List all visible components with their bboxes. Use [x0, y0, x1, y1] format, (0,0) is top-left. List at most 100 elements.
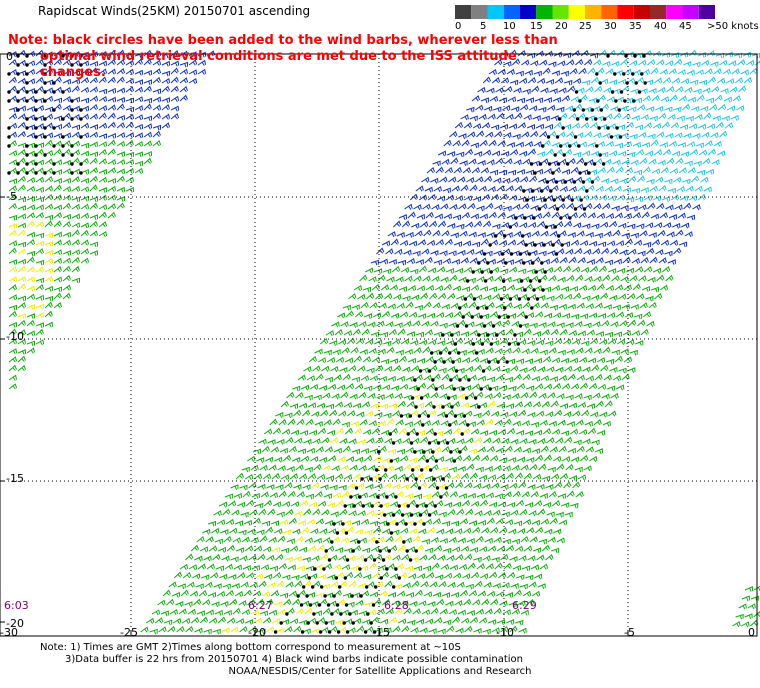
flag-dot	[506, 315, 510, 319]
flag-dot	[538, 162, 543, 166]
flag-dot	[475, 351, 479, 355]
flag-dot	[541, 144, 545, 148]
flag-dot	[461, 387, 465, 391]
flag-dot	[34, 99, 38, 103]
flag-dot	[43, 81, 47, 85]
flag-dot	[433, 504, 437, 508]
legend-swatch	[698, 5, 715, 19]
legend-label: 0	[455, 21, 462, 32]
flag-dot	[453, 342, 457, 346]
y-tick-label: -15	[6, 472, 24, 485]
flag-dot	[568, 216, 572, 220]
flag-dot	[406, 432, 410, 436]
legend-swatch	[455, 5, 472, 19]
flag-dot	[426, 414, 431, 418]
flag-dot	[363, 630, 368, 634]
flag-dot	[327, 558, 332, 562]
flag-dot	[16, 162, 20, 166]
flag-dot	[345, 630, 350, 634]
flag-dot	[467, 378, 471, 382]
flag-dot	[413, 522, 417, 526]
flag-dot	[590, 180, 595, 184]
flag-dot	[462, 414, 467, 418]
flag-dot	[489, 342, 493, 346]
x-tick-label: -15	[372, 626, 390, 639]
flag-dot	[514, 216, 518, 220]
flag-dot	[633, 54, 637, 58]
flag-dot	[587, 171, 591, 175]
flag-dot	[442, 360, 446, 364]
flag-dot	[61, 117, 65, 121]
legend-swatch	[601, 5, 618, 19]
flag-dot	[422, 522, 426, 526]
flag-dot	[410, 396, 415, 400]
flag-dot	[565, 162, 570, 166]
flag-dot	[358, 567, 362, 571]
y-tick-label: -20	[6, 617, 24, 630]
flag-dot	[531, 189, 535, 193]
flag-dot	[381, 558, 386, 562]
x-tick-label: -10	[496, 626, 514, 639]
flag-dot	[43, 99, 47, 103]
flag-dot	[543, 198, 547, 202]
flag-dot	[369, 477, 373, 481]
flag-dot	[34, 117, 38, 121]
flag-dot	[70, 117, 74, 121]
flag-dot	[358, 495, 362, 499]
flag-dot	[312, 612, 316, 616]
legend-label: 30	[604, 21, 617, 32]
flag-dot	[70, 144, 74, 148]
flag-dot	[458, 378, 462, 382]
flag-dot	[642, 54, 646, 58]
flag-dot	[371, 603, 376, 607]
flag-dot	[610, 90, 615, 94]
flag-dot	[16, 54, 20, 58]
flag-dot	[433, 360, 437, 364]
flag-dot	[461, 315, 465, 319]
flag-dot	[397, 504, 401, 508]
flag-dot	[302, 585, 306, 589]
flag-dot	[458, 450, 462, 454]
flag-dot	[573, 207, 578, 211]
flag-dot	[595, 144, 599, 148]
flag-dot	[617, 108, 621, 112]
flag-dot	[476, 306, 480, 310]
flag-dot	[273, 630, 278, 634]
flag-dot	[421, 423, 425, 427]
legend-swatch	[552, 5, 569, 19]
legend-swatch	[650, 5, 667, 19]
flag-dot	[427, 369, 432, 373]
flag-dot	[563, 180, 568, 184]
flag-dot	[557, 234, 561, 238]
flag-dot	[488, 243, 492, 247]
flag-dot	[414, 477, 418, 481]
flag-dot	[16, 171, 20, 175]
flag-dot	[25, 54, 29, 58]
flag-dot	[336, 630, 341, 634]
flag-dot	[25, 153, 29, 157]
time-label: 6:03	[4, 599, 29, 612]
flag-dot	[415, 432, 419, 436]
flag-dot	[524, 315, 528, 319]
footer-line-1: Note: 1) Times are GMT 2)Times along bot…	[40, 642, 461, 653]
flag-dot	[279, 621, 283, 625]
flag-dot	[477, 333, 481, 337]
flag-dot	[542, 243, 546, 247]
speed-legend-labels: 0 5 10 15 20 25 30 35 40 45 >50 knots	[455, 21, 760, 33]
flag-dot	[43, 117, 47, 121]
flag-dot	[554, 180, 559, 184]
flag-dot	[477, 261, 481, 265]
flag-dot	[624, 54, 628, 58]
flag-dot	[405, 549, 409, 553]
flag-dot	[400, 513, 405, 517]
flag-dot	[482, 252, 487, 256]
flag-dot	[34, 144, 38, 148]
note-line-1: Note: black circles have been added to t…	[8, 33, 558, 48]
flag-dot	[597, 126, 601, 130]
flag-dot	[430, 351, 434, 355]
flag-dot	[52, 162, 56, 166]
flag-dot	[441, 405, 445, 409]
flag-dot	[322, 567, 326, 571]
flag-dot	[549, 189, 553, 193]
flag-dot	[16, 90, 20, 94]
